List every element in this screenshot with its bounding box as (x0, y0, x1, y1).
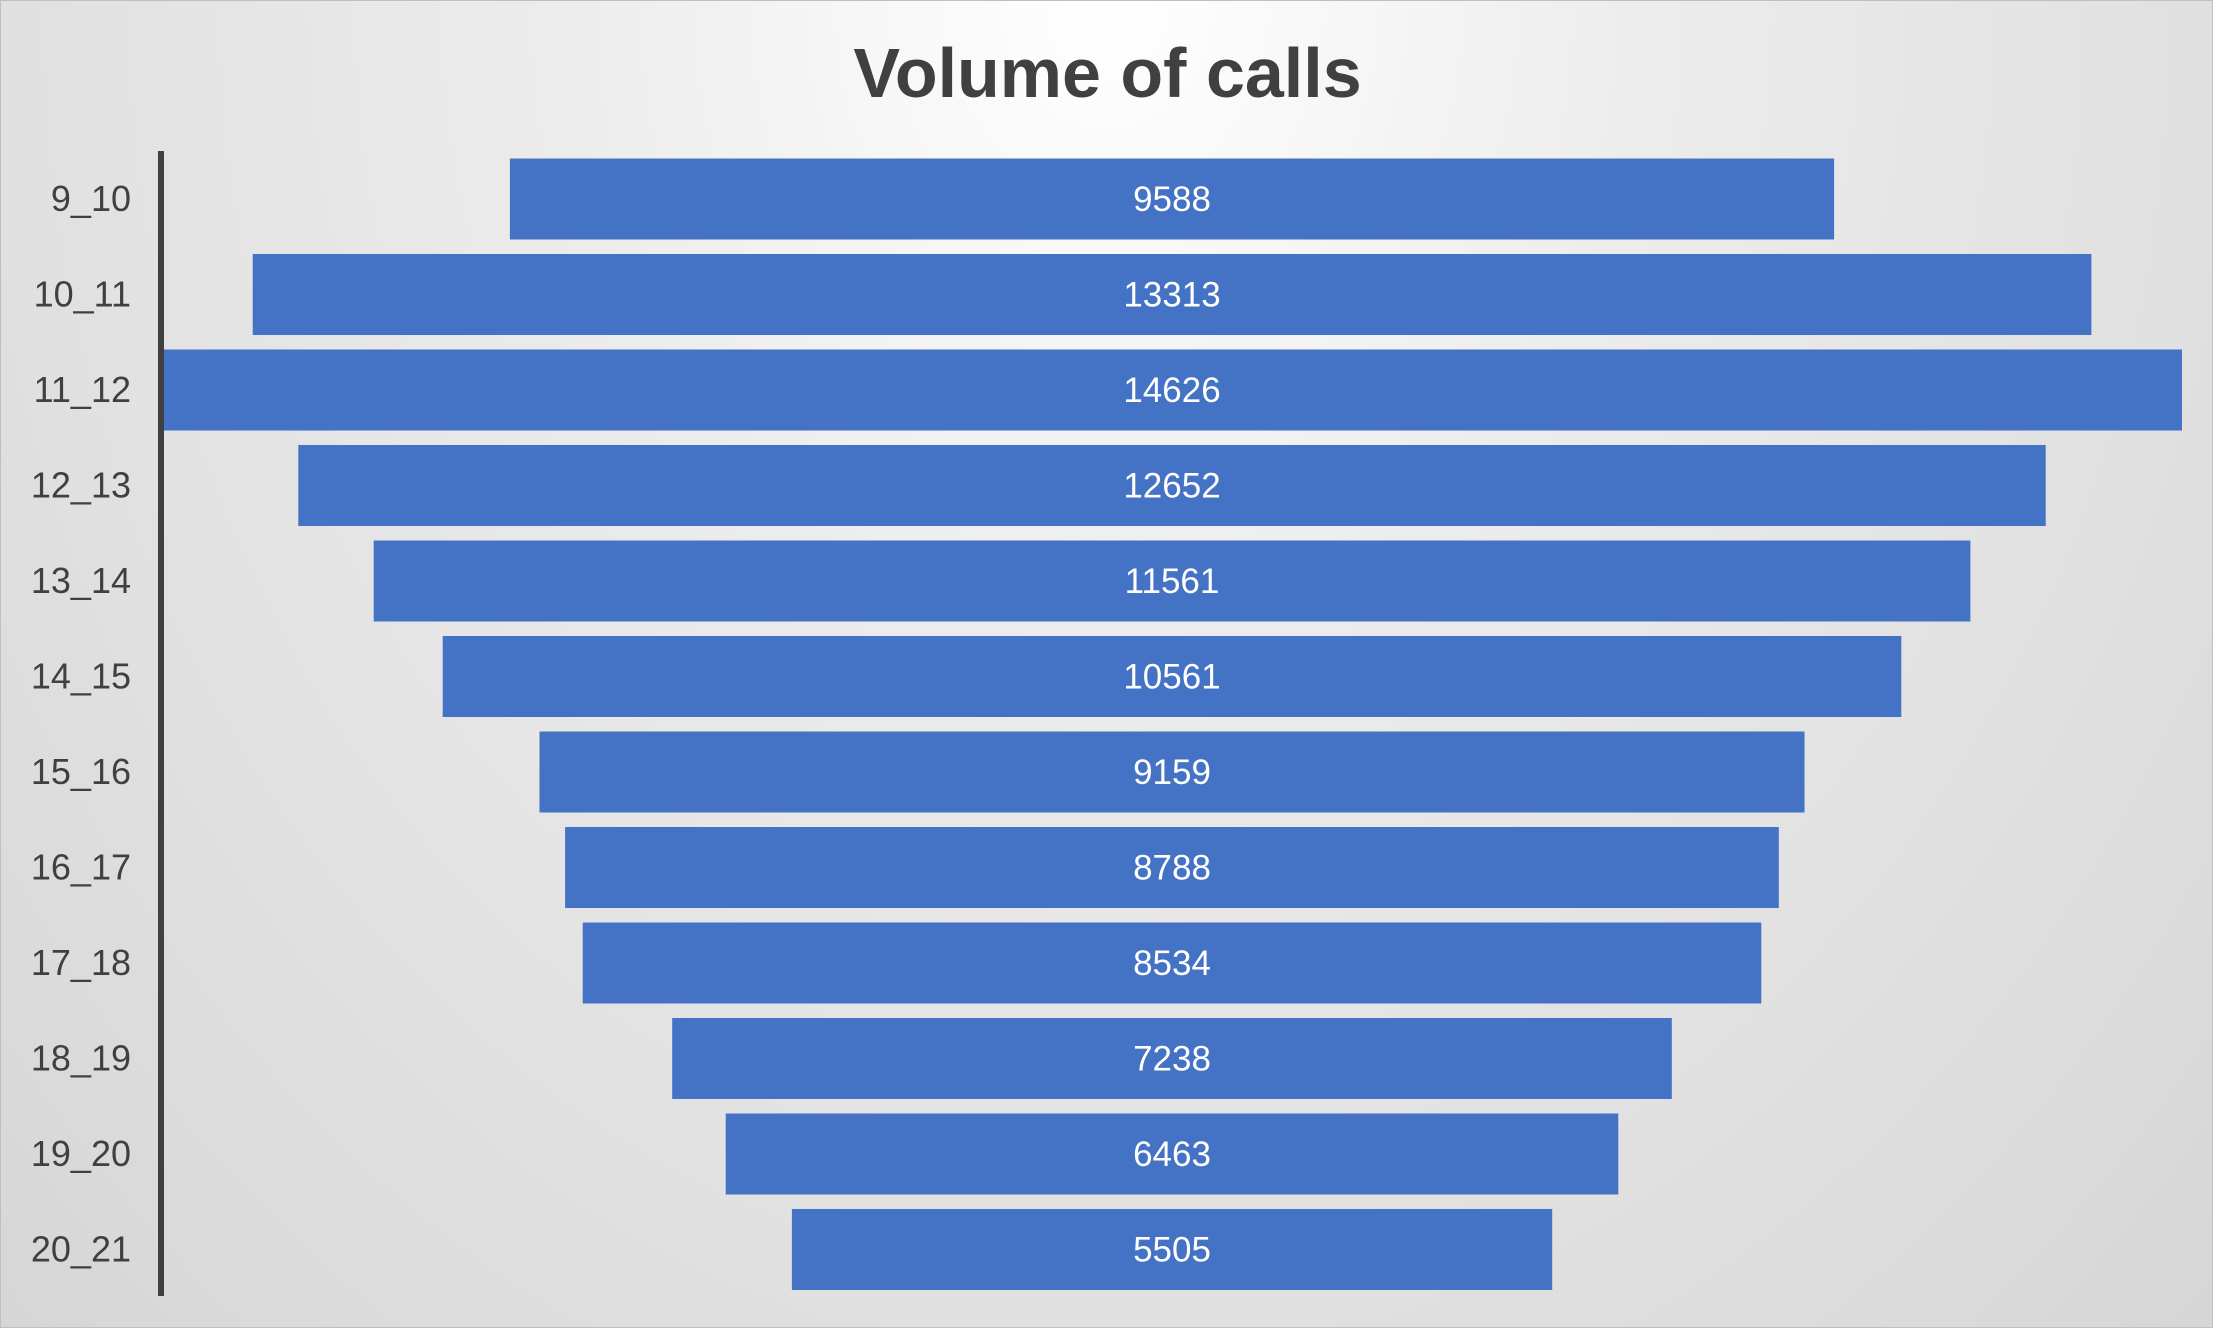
funnel-bar (509, 158, 1835, 240)
category-label: 20_21 (31, 1229, 131, 1270)
bar-value-label: 9159 (1133, 753, 1211, 792)
category-label: 11_12 (34, 369, 131, 410)
funnel-bar (672, 1018, 1672, 1099)
funnel-bar (725, 1113, 1619, 1195)
funnel-bar (442, 636, 1902, 717)
category-label: 16_17 (31, 847, 131, 888)
category-label: 10_11 (34, 274, 131, 315)
bar-value-label: 8788 (1133, 849, 1211, 888)
funnel-bar (162, 349, 2182, 431)
category-label: 19_20 (31, 1133, 131, 1174)
bar-value-label: 8534 (1133, 944, 1211, 983)
bars-layer: 9588 13313 14626 12652 11561 10561 9159 8788 853… (162, 158, 2182, 1290)
bar-value-label: 6463 (1133, 1135, 1211, 1174)
bar-value-label: 9588 (1133, 180, 1211, 219)
bar-value-label: 12652 (1123, 467, 1220, 506)
category-label: 9_10 (51, 178, 131, 219)
bar-value-label: 13313 (1123, 276, 1220, 315)
bar-value-label: 5505 (1133, 1231, 1211, 1270)
funnel-bar (791, 1209, 1553, 1290)
funnel-bar (252, 254, 2092, 335)
category-label: 17_18 (31, 942, 131, 983)
category-label: 15_16 (31, 751, 131, 792)
funnel-bar (373, 540, 1971, 622)
bar-value-label: 14626 (1123, 371, 1220, 410)
category-label: 14_15 (31, 656, 131, 697)
bar-value-label: 11561 (1125, 562, 1220, 601)
funnel-bar (298, 445, 2046, 526)
funnel-bar (565, 827, 1779, 908)
bar-value-label: 7238 (1133, 1040, 1211, 1079)
chart-title: Volume of calls (853, 34, 1362, 112)
category-label: 13_14 (31, 560, 131, 601)
bar-value-label: 10561 (1123, 658, 1220, 697)
funnel-bar (582, 922, 1762, 1004)
funnel-bar (539, 731, 1805, 813)
category-labels: 9_10 10_11 11_12 12_13 13_14 14_15 15_16 16_17 1… (31, 178, 131, 1270)
category-label: 18_19 (31, 1038, 131, 1079)
category-label: 12_13 (31, 465, 131, 506)
